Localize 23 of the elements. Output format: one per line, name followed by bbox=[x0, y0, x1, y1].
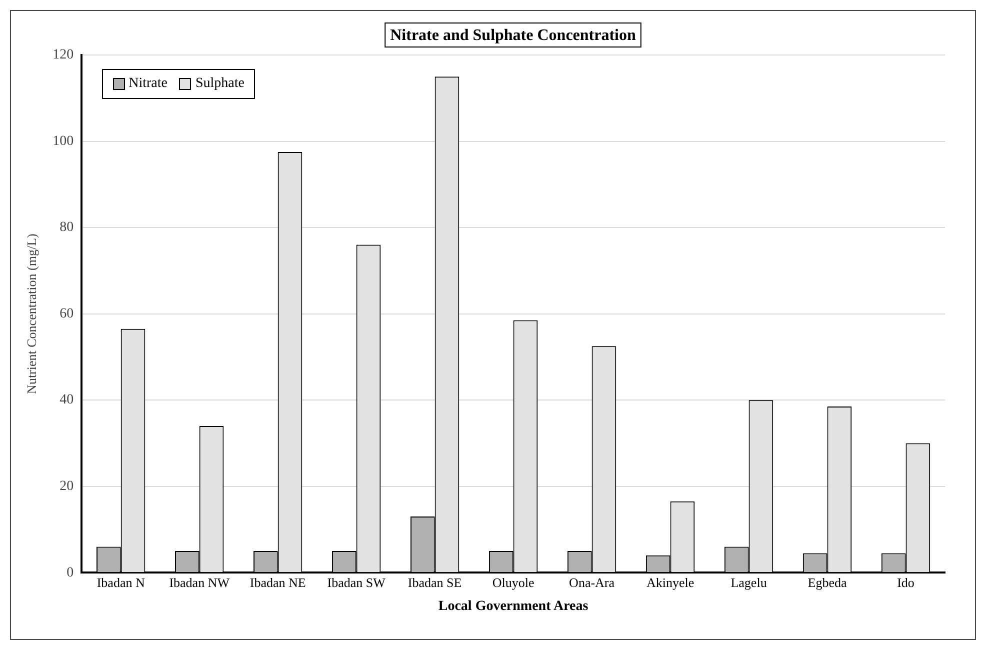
x-tick-label: Ibadan SE bbox=[408, 574, 462, 590]
chart-title: Nitrate and Sulphate Concentration bbox=[390, 27, 636, 44]
x-tick-label: Akinyele bbox=[646, 574, 694, 590]
x-tick-label: Ido bbox=[897, 574, 914, 590]
y-axis-title: Nutrient Concentration (mg/L) bbox=[24, 234, 40, 394]
y-tick-label: 120 bbox=[52, 48, 74, 63]
y-tick-label: 60 bbox=[60, 306, 74, 322]
x-tick-label: Egbeda bbox=[808, 574, 847, 590]
x-tick-label: Ibadan N bbox=[96, 574, 146, 590]
x-tick-label: Ona-Ara bbox=[569, 574, 615, 590]
x-axis-title: Local Government Areas bbox=[438, 599, 589, 614]
y-tick-label: 100 bbox=[52, 134, 74, 149]
y-tick-label: 0 bbox=[66, 565, 74, 580]
x-tick-label: Ibadan NW bbox=[169, 574, 230, 590]
x-tick-label: Oluyole bbox=[492, 574, 534, 590]
legend-label: Sulphate bbox=[195, 76, 244, 91]
legend-label: Nitrate bbox=[128, 76, 168, 91]
y-tick-label: 80 bbox=[60, 220, 74, 236]
y-tick-label: 40 bbox=[60, 392, 74, 408]
x-tick-label: Ibadan SW bbox=[327, 574, 386, 590]
y-tick-label: 20 bbox=[60, 479, 74, 494]
x-tick-label: Lagelu bbox=[730, 574, 768, 590]
x-tick-label: Ibadan NE bbox=[250, 574, 306, 590]
